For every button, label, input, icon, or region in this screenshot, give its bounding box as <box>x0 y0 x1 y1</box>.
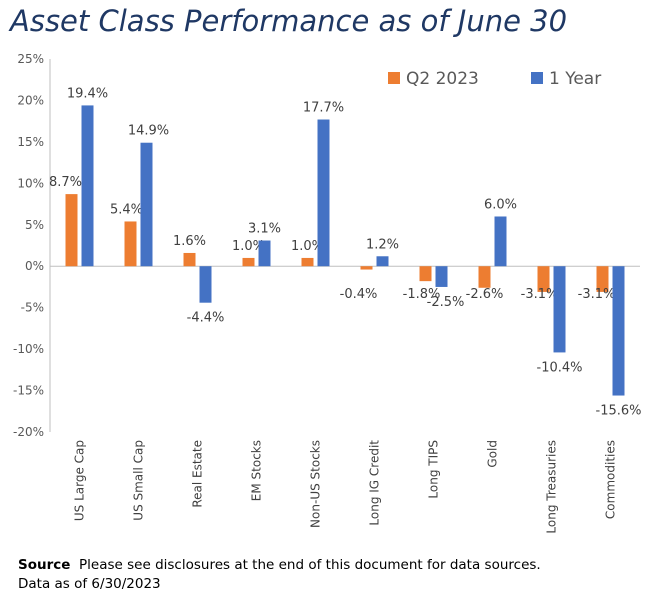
x-category-label: Long IG Credit <box>368 440 382 526</box>
legend-label: Q2 2023 <box>406 69 479 89</box>
y-tick-label: -20% <box>13 425 44 439</box>
bar-1-year <box>199 266 212 303</box>
y-tick-label: 25% <box>17 52 44 66</box>
x-category-label: Long TIPS <box>427 440 441 499</box>
source-text: Please see disclosures at the end of thi… <box>79 557 541 573</box>
x-category-label: Commodities <box>604 440 618 519</box>
legend-label: 1 Year <box>549 69 601 89</box>
data-label: 1.6% <box>173 234 206 249</box>
data-label: 3.1% <box>248 222 281 237</box>
data-label: 8.7% <box>49 175 82 190</box>
bar-1-year <box>258 240 271 267</box>
data-label: -1.8% <box>403 287 441 302</box>
y-tick-label: 10% <box>17 176 44 190</box>
bar-q2-2023 <box>65 194 78 267</box>
data-label: 5.4% <box>110 202 143 217</box>
data-label: 1.0% <box>232 239 265 254</box>
data-label: 17.7% <box>303 101 344 116</box>
data-label: -2.5% <box>427 295 465 310</box>
bar-1-year <box>553 266 566 353</box>
footer-note: Source Please see disclosures at the end… <box>18 556 541 594</box>
bar-1-year <box>435 266 448 287</box>
x-category-label: US Small Cap <box>132 440 146 521</box>
bar-1-year <box>140 142 153 267</box>
bar-1-year <box>612 266 625 396</box>
x-category-label: Non-US Stocks <box>309 440 323 528</box>
y-tick-label: -10% <box>13 342 44 356</box>
data-label: -0.4% <box>340 287 378 302</box>
data-label: -15.6% <box>596 404 642 419</box>
data-label: 6.0% <box>484 197 517 212</box>
bar-q2-2023 <box>537 266 550 292</box>
data-label: 14.9% <box>128 124 169 139</box>
data-label: -4.4% <box>187 311 225 326</box>
data-label: 1.0% <box>291 239 324 254</box>
y-tick-label: 5% <box>25 218 44 232</box>
legend-swatch <box>388 72 400 84</box>
y-tick-label: 0% <box>25 259 44 273</box>
x-category-label: EM Stocks <box>250 440 264 501</box>
data-label: 19.4% <box>67 86 108 101</box>
bar-q2-2023 <box>419 266 432 282</box>
bar-q2-2023 <box>124 221 137 267</box>
data-label: -2.6% <box>466 287 504 302</box>
x-category-label: US Large Cap <box>73 440 87 521</box>
y-tick-label: -15% <box>13 384 44 398</box>
bar-q2-2023 <box>301 257 314 267</box>
data-label: -3.1% <box>521 287 559 302</box>
y-tick-label: -5% <box>21 301 44 315</box>
y-tick-label: 20% <box>17 93 44 107</box>
source-label: Source <box>18 557 71 573</box>
data-label: -3.1% <box>578 287 616 302</box>
bar-1-year <box>81 105 94 267</box>
y-tick-label: 15% <box>17 135 44 149</box>
data-date-note: Data as of 6/30/2023 <box>18 576 161 592</box>
bar-q2-2023 <box>183 252 196 267</box>
bar-q2-2023 <box>478 266 491 288</box>
bar-q2-2023 <box>242 257 255 267</box>
source-line: Source Please see disclosures at the end… <box>18 556 541 575</box>
x-category-label: Long Treasuries <box>545 440 559 534</box>
bar-1-year <box>317 119 330 267</box>
legend-swatch <box>531 72 543 84</box>
x-category-label: Gold <box>486 440 500 468</box>
data-label: -10.4% <box>537 360 583 375</box>
bar-1-year <box>494 216 507 267</box>
data-label: 1.2% <box>366 237 399 252</box>
x-category-label: Real Estate <box>191 440 205 508</box>
bar-1-year <box>376 256 389 267</box>
chart-title: Asset Class Performance as of June 30 <box>10 4 568 38</box>
bar-chart: 25% 20% 15% 10% 5% 0% -5% -10% -15% -20% 8.7% 19.4%… <box>13 52 642 534</box>
bar-q2-2023 <box>360 266 373 270</box>
bar-q2-2023 <box>596 266 609 292</box>
